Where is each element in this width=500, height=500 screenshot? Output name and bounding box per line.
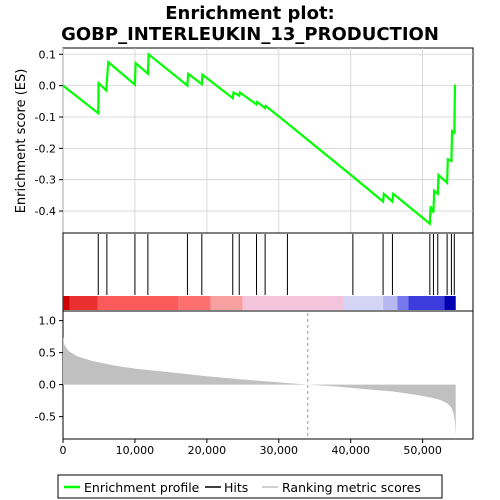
colorbar-segment (210, 296, 243, 310)
es-y-tick-label: -0.4 (35, 205, 56, 218)
enrichment-profile-line (62, 52, 457, 226)
es-y-tick-label: -0.1 (35, 111, 56, 124)
metric-x-tick-label: 20,000 (188, 444, 227, 457)
es-panel: 0.1 0.0 -0.1 -0.2 -0.3 -0.4 Enrichment score … (14, 47, 474, 234)
colorbar-segment (97, 296, 179, 310)
colorbar-segment (383, 296, 398, 310)
metric-y-tick-label: -0.5 (35, 411, 56, 424)
metric-panel: 1.0 0.5 0.0 -0.5 0 10,000 20,000 30,000 40,000 5… (35, 310, 474, 457)
metric-y-tick-label: 1.0 (39, 315, 57, 328)
hits-panel (62, 232, 474, 312)
colorbar-segment (242, 296, 344, 310)
metric-x-tick-label: 40,000 (331, 444, 370, 457)
metric-x-ticks: 0 10,000 20,000 30,000 40,000 50,000 (60, 439, 442, 457)
chart-title-line1: Enrichment plot: (165, 3, 335, 24)
hits-lines (97, 234, 455, 295)
metric-x-tick-label: 30,000 (260, 444, 299, 457)
metric-x-tick-label: 10,000 (116, 444, 155, 457)
colorbar-segment (178, 296, 211, 310)
legend-metric-label: Ranking metric scores (282, 480, 421, 495)
es-y-tick-label: -0.2 (35, 142, 56, 155)
es-y-tick-label: 0.0 (39, 80, 57, 93)
metric-y-ticks: 1.0 0.5 0.0 -0.5 (35, 315, 63, 424)
colorbar-segment (69, 296, 98, 310)
ranking-metric-area (63, 336, 456, 436)
es-y-tick-label: 0.1 (39, 48, 57, 61)
metric-y-tick-label: 0.5 (39, 347, 57, 360)
chart-legend: Enrichment profile Hits Ranking metric s… (57, 474, 443, 499)
colorbar-segment (63, 296, 70, 310)
es-y-axis-label: Enrichment score (ES) (14, 69, 29, 214)
colorbar-segment (444, 296, 456, 310)
colorbar-segment (397, 296, 409, 310)
es-y-ticks: 0.1 0.0 -0.1 -0.2 -0.3 -0.4 (35, 48, 63, 218)
chart-title-line2: GOBP_INTERLEUKIN_13_PRODUCTION (61, 24, 439, 45)
colorbar-segment (343, 296, 384, 310)
legend-frame (57, 474, 443, 499)
metric-x-tick-label: 0 (60, 444, 67, 457)
ranking-colorbar (63, 296, 456, 310)
metric-y-tick-label: 0.0 (39, 379, 57, 392)
metric-x-tick-label: 50,000 (403, 444, 442, 457)
colorbar-segment (408, 296, 445, 310)
legend-hits-label: Hits (224, 480, 248, 495)
es-y-tick-label: -0.3 (35, 174, 56, 187)
legend-enrichment-label: Enrichment profile (84, 480, 200, 495)
